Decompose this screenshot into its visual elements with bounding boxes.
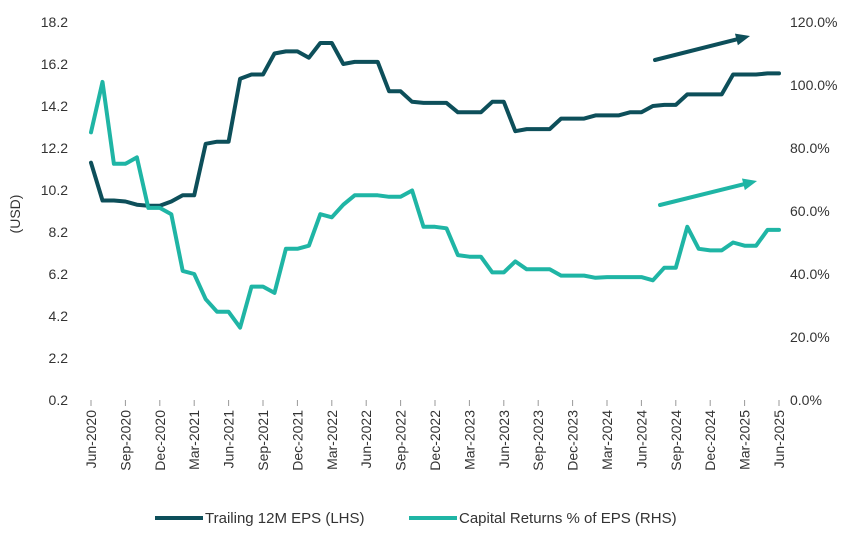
x-tick-label: Sep-2022 [393,410,409,471]
left-tick-label: 8.2 [49,224,69,240]
series-lines [89,41,781,330]
x-tick-label: Mar-2021 [186,410,202,470]
right-tick-label: 100.0% [790,77,837,93]
legend-label-capital-returns: Capital Returns % of EPS (RHS) [459,510,677,527]
x-tick-label: Mar-2025 [737,410,753,470]
eps-trend-arrow-shaft [653,37,739,62]
x-tick-label: Jun-2025 [771,410,787,469]
left-tick-label: 14.2 [41,98,68,114]
x-tick-label: Sep-2023 [530,410,546,471]
left-tick-label: 0.2 [49,392,69,408]
legend-label-eps: Trailing 12M EPS (LHS) [205,510,365,527]
x-tick-label: Jun-2024 [633,410,649,469]
trend-arrows [653,33,757,207]
right-tick-label: 0.0% [790,392,822,408]
x-tick-label: Jun-2020 [83,410,99,469]
capital-returns-trend-arrow-head [741,178,757,191]
x-tick-label: Mar-2023 [461,410,477,470]
left-tick-label: 16.2 [41,56,68,72]
x-tick-label: Sep-2021 [255,410,271,471]
x-tick-label: Jun-2023 [496,410,512,469]
right-tick-label: 120.0% [790,14,837,30]
x-tick-label: Sep-2020 [117,410,133,471]
right-tick-label: 80.0% [790,140,830,156]
left-tick-label: 6.2 [49,266,69,282]
x-tick-label: Dec-2023 [565,410,581,471]
right-tick-label: 40.0% [790,266,830,282]
capital-returns-series-line [89,79,781,330]
left-tick-label: 12.2 [41,140,68,156]
eps-trend-arrow-head [734,33,750,46]
left-tick-label: 10.2 [41,182,68,198]
right-tick-label: 60.0% [790,203,830,219]
x-tick-label: Mar-2022 [324,410,340,470]
x-axis-ticks: Jun-2020 Sep-2020 Dec-2020 Mar-2021 Jun-2021… [83,400,787,471]
x-tick-label: Dec-2024 [702,410,718,471]
x-tick-label: Sep-2024 [668,410,684,471]
right-tick-label: 20.0% [790,329,830,345]
left-tick-label: 4.2 [49,308,69,324]
y-axis-label: (USD) [7,195,23,234]
right-axis-ticks: 120.0% 100.0% 80.0% 60.0% 40.0% 20.0% 0.0% [790,14,837,408]
legend: Trailing 12M EPS (LHS) Capital Returns % … [155,510,677,527]
left-axis-ticks: 18.2 16.2 14.2 12.2 10.2 8.2 6.2 4.2 2.2 0.2 [41,14,68,408]
x-tick-label: Jun-2021 [221,410,237,469]
x-tick-label: Dec-2021 [289,410,305,471]
x-tick-label: Dec-2022 [427,410,443,471]
x-tick-label: Dec-2020 [152,410,168,471]
eps-series-line [89,41,781,208]
x-tick-label: Jun-2022 [358,410,374,469]
x-tick-label: Mar-2024 [599,410,615,470]
left-tick-label: 18.2 [41,14,68,30]
capital-returns-trend-arrow-shaft [658,182,746,207]
left-tick-label: 2.2 [49,350,69,366]
